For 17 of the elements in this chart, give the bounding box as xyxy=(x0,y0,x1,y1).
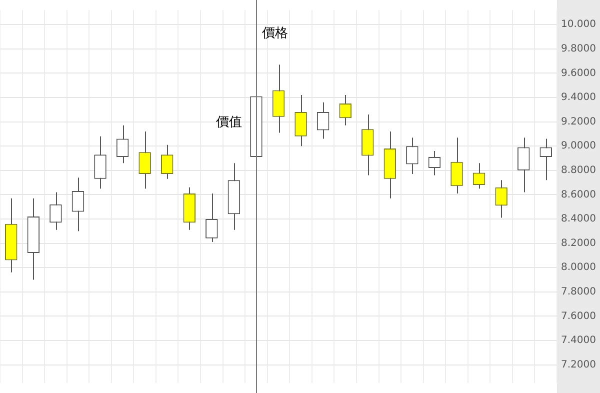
y-tick-label: 9.8000 xyxy=(561,43,596,54)
y-tick-label: 10.000 xyxy=(561,19,596,30)
y-tick-label: 9.6000 xyxy=(561,68,596,79)
y-tick-label: 7.2000 xyxy=(561,359,596,370)
y-tick-label: 8.4000 xyxy=(561,214,596,225)
y-tick-label: 8.2000 xyxy=(561,238,596,249)
annotation: 價值 xyxy=(216,114,242,131)
y-tick-label: 7.8000 xyxy=(561,286,596,298)
y-tick-label: 8.0000 xyxy=(561,262,596,274)
y-tick-label: 7.4000 xyxy=(561,335,596,346)
y-tick-label: 8.6000 xyxy=(561,189,596,200)
y-tick-label: 8.8000 xyxy=(561,164,596,176)
y-tick-label: 7.6000 xyxy=(561,310,596,322)
y-tick-label: 9.4000 xyxy=(561,92,596,104)
annotation: 價格 xyxy=(262,25,288,42)
y-tick-label: 9.0000 xyxy=(561,140,596,152)
y-tick-label: 9.2000 xyxy=(561,116,596,128)
